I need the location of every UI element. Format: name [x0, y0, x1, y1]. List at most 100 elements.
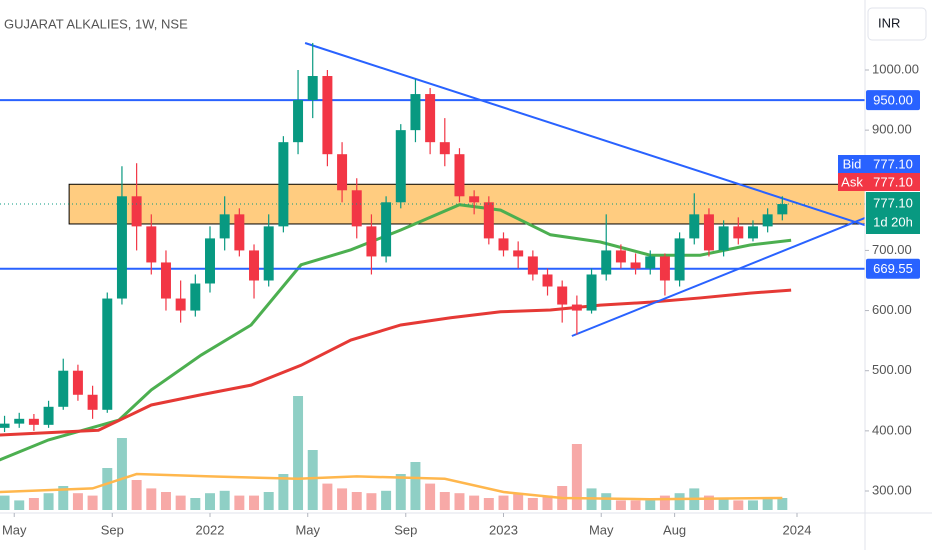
currency[interactable]: INR — [878, 15, 900, 30]
ask-value: 777.10 — [873, 174, 913, 189]
candle-body — [234, 214, 245, 251]
plot-area — [0, 42, 866, 510]
volume-bar — [498, 495, 509, 510]
candle-body — [483, 202, 494, 239]
volume-bar — [131, 480, 142, 510]
volume-bar — [777, 498, 788, 510]
trendline — [304, 42, 866, 227]
candle-body — [513, 250, 524, 257]
volume-bar — [351, 492, 362, 510]
y-tick-label: 700.00 — [872, 242, 912, 257]
candle-body — [351, 190, 362, 227]
last-price-box — [866, 192, 920, 234]
bid-name-box — [838, 155, 866, 173]
volume-bar — [395, 474, 406, 510]
candle-body — [43, 406, 54, 425]
candle-body — [601, 250, 612, 275]
volume-bar — [102, 468, 113, 510]
volume-bar — [322, 483, 333, 510]
volume-bar — [58, 486, 69, 510]
candle-body — [87, 394, 98, 410]
candle-body — [777, 204, 788, 215]
ask-name-box — [838, 173, 866, 191]
y-tick-label: 500.00 — [872, 362, 912, 377]
x-tick-label: 2022 — [196, 522, 225, 537]
volume-bar — [410, 462, 421, 510]
y-tick-label: 600.00 — [872, 302, 912, 317]
candle-body — [703, 214, 714, 251]
candle-body — [498, 238, 509, 251]
ask-name: Ask — [841, 174, 863, 189]
candle-body — [439, 142, 450, 155]
y-tick-label: 900.00 — [872, 122, 912, 137]
candle-body — [58, 370, 69, 407]
volume-bar — [615, 500, 626, 510]
x-tick-label: May — [589, 522, 614, 537]
volume-bar — [0, 495, 10, 510]
candle-body — [630, 262, 641, 269]
candle-body — [278, 142, 289, 227]
volume-bar — [307, 450, 318, 510]
candle-body — [14, 418, 25, 424]
candle-body — [307, 76, 318, 101]
volume-bar — [645, 500, 656, 510]
candle-body — [131, 196, 142, 227]
volume-bar — [469, 495, 480, 510]
level-label-box — [866, 258, 920, 279]
volume-bar — [160, 492, 171, 510]
volume-bar — [601, 493, 612, 510]
volume-bar — [263, 492, 274, 510]
volume-bar — [249, 495, 260, 510]
chart-title: GUJARAT ALKALIES, 1W, NSE — [4, 16, 188, 31]
volume-bar — [527, 498, 538, 510]
last-price: 777.10 — [873, 195, 913, 210]
countdown: 1d 20h — [873, 214, 913, 229]
candle-body — [571, 304, 582, 311]
candle-body — [425, 94, 436, 143]
volume-bar — [190, 498, 201, 510]
candle-body — [366, 226, 377, 257]
candle-body — [249, 250, 260, 281]
candle-body — [337, 154, 348, 191]
candle-body — [175, 298, 186, 311]
currency-box[interactable] — [867, 7, 927, 41]
moving-average — [0, 288, 792, 437]
x-tick-label: 2023 — [489, 522, 518, 537]
volume-bar — [234, 495, 245, 510]
candle-body — [263, 226, 274, 281]
volume-bar — [293, 396, 304, 510]
volume-bar — [87, 495, 98, 510]
candle-body — [160, 262, 171, 299]
candle-body — [469, 196, 480, 203]
candle-body — [72, 370, 83, 395]
level-label-box — [866, 90, 920, 111]
volume-ma — [0, 472, 783, 501]
volume-bar — [659, 495, 670, 510]
level-label: 950.00 — [873, 93, 913, 108]
volume-bar — [762, 498, 773, 510]
y-tick-label: 400.00 — [872, 422, 912, 437]
volume-bar — [747, 500, 758, 510]
ask-value-box — [866, 173, 920, 191]
bid-name: Bid — [843, 156, 862, 171]
volume-bar — [116, 438, 127, 510]
level-label: 669.55 — [873, 261, 913, 276]
volume-bar — [718, 498, 729, 510]
candle-body — [557, 286, 568, 305]
volume-bar — [219, 490, 230, 510]
candle-body — [747, 226, 758, 239]
candle-body — [205, 238, 215, 284]
x-tick-label: 2024 — [783, 522, 812, 537]
volume-bar — [337, 488, 348, 510]
candle-body — [645, 256, 656, 269]
volume-bar — [513, 493, 524, 510]
trendline — [571, 217, 866, 337]
volume-bar — [278, 474, 289, 510]
y-tick-label: 1000.00 — [872, 61, 919, 76]
candle-body — [322, 76, 333, 155]
x-tick-label: Sep — [394, 522, 417, 537]
volume-bar — [542, 495, 553, 510]
volume-bar — [175, 495, 186, 510]
